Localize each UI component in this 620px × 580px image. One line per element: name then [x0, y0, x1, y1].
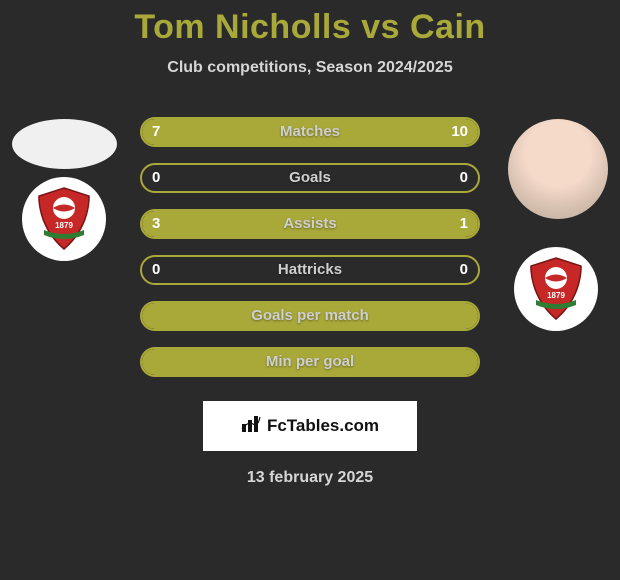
stat-row: Matches7 10 [140, 117, 480, 147]
stat-value-right: 0 [460, 165, 468, 191]
stat-row: Goals0 0 [140, 163, 480, 193]
shield-icon: 1879 [34, 186, 94, 252]
stat-row: Min per goal [140, 347, 480, 377]
stat-value-left: 3 [152, 211, 160, 237]
club-badge-right: 1879 [514, 247, 598, 331]
stat-value-right: 10 [451, 119, 468, 145]
stat-label: Hattricks [142, 257, 478, 283]
stat-label: Min per goal [142, 349, 478, 375]
stat-label: Matches [142, 119, 478, 145]
shield-icon: 1879 [526, 256, 586, 322]
stat-label: Goals [142, 165, 478, 191]
stat-value-right: 0 [460, 257, 468, 283]
subtitle: Club competitions, Season 2024/2025 [0, 59, 620, 77]
player-left-avatar [12, 119, 117, 169]
page-title: Tom Nicholls vs Cain [0, 8, 620, 47]
stat-bars: Matches710Goals00Assists31Hattricks00Goa… [140, 117, 480, 393]
brand-box: FcTables.com [203, 401, 417, 451]
stat-label: Assists [142, 211, 478, 237]
stat-value-left: 0 [152, 257, 160, 283]
stat-value-left: 0 [152, 165, 160, 191]
stat-label: Goals per match [142, 303, 478, 329]
stat-value-right: 1 [460, 211, 468, 237]
stat-row: Hattricks0 0 [140, 255, 480, 285]
player-right-avatar [508, 119, 608, 219]
stat-value-left: 7 [152, 119, 160, 145]
badge-year: 1879 [55, 221, 73, 230]
stats-area: 1879 1879 Matches710Goals00A [0, 117, 620, 397]
stat-row: Assists3 1 [140, 209, 480, 239]
club-badge-left: 1879 [22, 177, 106, 261]
chart-icon [241, 415, 261, 438]
comparison-card: Tom Nicholls vs Cain Club competitions, … [0, 0, 620, 580]
badge-year: 1879 [547, 291, 565, 300]
date-label: 13 february 2025 [0, 469, 620, 487]
brand-text: FcTables.com [267, 416, 379, 436]
stat-row: Goals per match [140, 301, 480, 331]
